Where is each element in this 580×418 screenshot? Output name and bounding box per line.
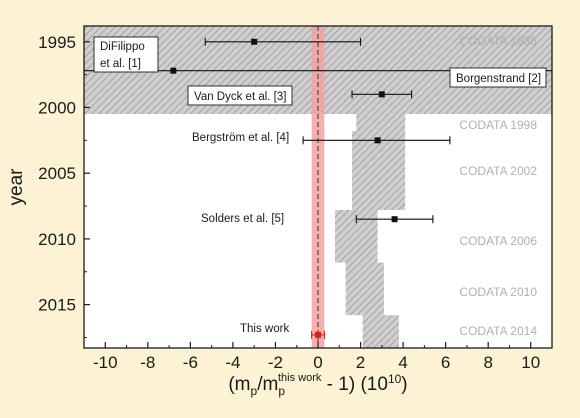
x-title-part: (m: [228, 374, 250, 395]
codata-band: [356, 114, 406, 132]
x-title-sub: p: [251, 384, 258, 398]
x-tick-label: 2: [356, 353, 365, 372]
y-tick-label: 2010: [38, 230, 76, 249]
measurement-label: et al. [1]: [100, 58, 141, 70]
measurement-label: Bergström et al. [4]: [192, 132, 289, 144]
codata-band: [362, 315, 399, 348]
measurement-label: Van Dyck et al. [3]: [194, 91, 286, 103]
x-title-part: - 1) (10: [321, 374, 388, 395]
x-tick-label: 4: [398, 353, 407, 372]
data-point: [391, 216, 398, 223]
codata-label: CODATA 2002: [459, 164, 537, 178]
measurement-label: DiFilippo: [100, 41, 145, 53]
measurement-labels: DiFilippo et al. [1] Borgenstrand [2] Van D…: [93, 36, 547, 335]
x-title-sup: this work: [278, 372, 322, 384]
codata-labels: CODATA 1986 CODATA 1998 CODATA 2002 CODATA …: [459, 34, 537, 338]
codata-label: CODATA 1998: [459, 118, 537, 132]
measurement-label: Borgenstrand [2]: [456, 73, 541, 85]
codata-label: CODATA 2010: [459, 285, 537, 299]
codata-label: CODATA 2014: [459, 324, 537, 338]
codata-label: CODATA 1986: [459, 34, 537, 48]
data-point: [378, 91, 385, 98]
x-title-exp: 10: [388, 372, 402, 386]
label-box: [449, 67, 547, 88]
x-tick-label: 6: [441, 353, 450, 372]
x-title-sub: p: [278, 384, 285, 398]
y-tick-label: 2015: [38, 296, 76, 315]
codata-label: CODATA 2006: [459, 234, 537, 248]
data-point: [170, 67, 177, 74]
measurement-label: Solders et al. [5]: [201, 213, 284, 225]
x-axis-title: (mp/mpthis work - 1) (1010): [228, 372, 407, 398]
axes: -10 -8 -6 -4 -2 0 2 4 6 8 10 1995 2000 2005 2010 2015: [38, 33, 540, 372]
x-tick-label: -10: [93, 353, 118, 372]
x-title-part: /m: [257, 374, 278, 395]
x-tick-label: -4: [225, 353, 240, 372]
x-tick-label: -6: [183, 353, 198, 372]
x-tick-label: 10: [521, 353, 540, 372]
y-tick-label: 2005: [38, 164, 76, 183]
data-point: [315, 331, 321, 338]
x-tick-label: 8: [483, 353, 492, 372]
codata-band: [345, 262, 384, 316]
x-tick-label: 0: [313, 353, 322, 372]
y-axis-title: year: [6, 168, 27, 206]
x-tick-label: -8: [140, 353, 155, 372]
codata-band: [352, 131, 406, 210]
x-title-part: ): [401, 374, 407, 395]
measurement-label: This work: [240, 323, 289, 335]
label-box: [93, 36, 159, 73]
y-tick-label: 2000: [38, 98, 76, 117]
this-work-band: [311, 26, 325, 348]
data-point: [251, 38, 258, 45]
data-point: [374, 137, 381, 144]
y-tick-label: 1995: [38, 33, 76, 52]
label-box: [187, 85, 293, 106]
x-tick-label: -2: [268, 353, 283, 372]
